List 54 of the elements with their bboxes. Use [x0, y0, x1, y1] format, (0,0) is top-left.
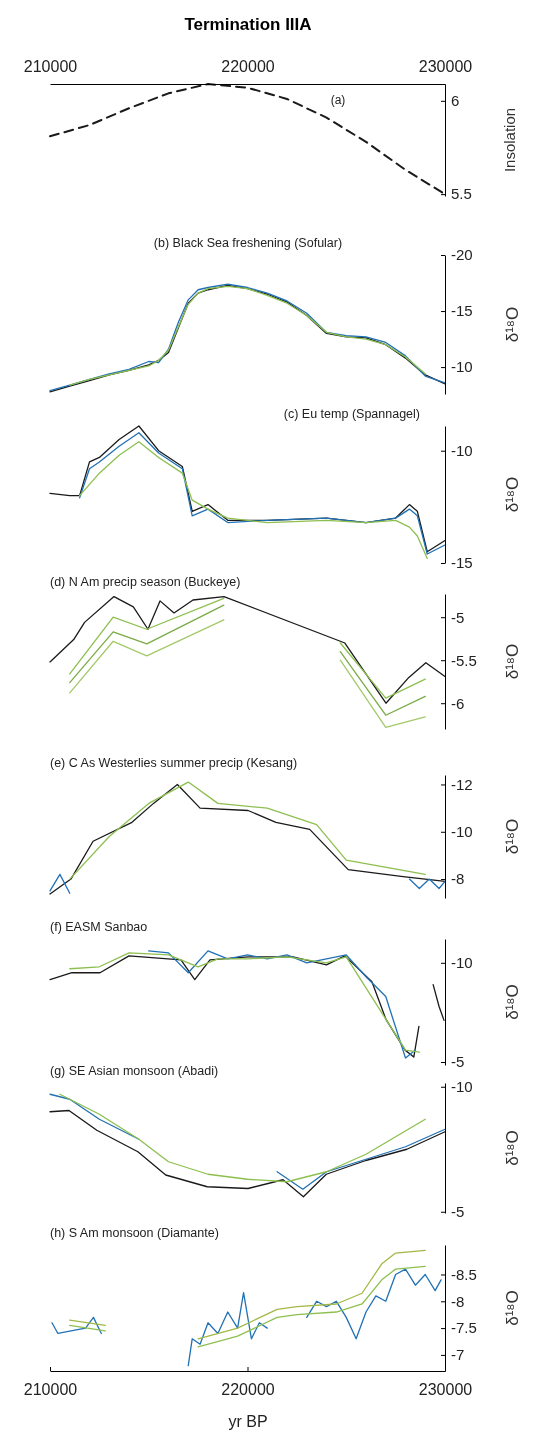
y-tick-label: -5 — [451, 1053, 465, 1071]
chart-title: (c) Eu temp (Spannagel) — [283, 407, 420, 421]
y-tick-label: -10 — [451, 823, 473, 841]
line-series — [49, 83, 446, 196]
y-tick-label: -8.5 — [451, 1265, 477, 1283]
y-axis-title: δ¹⁸O — [503, 818, 522, 855]
x-tick-label: 230000 — [418, 58, 473, 75]
x-tick-label: 230000 — [418, 1380, 473, 1398]
y-axis-title: δ¹⁸O — [503, 306, 522, 343]
x-tick-label: 220000 — [221, 58, 275, 75]
y-tick-label: 6 — [451, 92, 460, 110]
chart-title: Termination IIIA — [184, 15, 312, 34]
y-axis-title: δ¹⁸O — [503, 1130, 522, 1166]
y-axis-title: Insolation — [501, 107, 518, 173]
line-series — [148, 950, 417, 1059]
line-series — [49, 595, 446, 704]
y-tick-label: -20 — [451, 246, 473, 264]
chart-title: (d) N Am precip season (Buckeye) — [50, 575, 241, 589]
chart-title: (e) C As Westerlies summer precip (Kesang) — [50, 756, 298, 770]
y-axis-title: δ¹⁸O — [503, 643, 522, 680]
y-tick-label: -15 — [451, 302, 473, 320]
y-tick-label: -10 — [451, 358, 473, 376]
y-tick-label: -15 — [451, 554, 473, 572]
y-axis-title: δ¹⁸O — [503, 984, 522, 1020]
y-tick-label: -7.5 — [451, 1319, 477, 1337]
y-tick-label: -10 — [451, 954, 473, 972]
y-tick-label: -5.5 — [451, 651, 477, 669]
chart-title: (h) S Am monsoon (Diamante) — [50, 1226, 219, 1240]
y-tick-label: -10 — [451, 1078, 473, 1096]
chart-title: (g) SE Asian monsoon (Abadi) — [50, 1064, 219, 1078]
line-series — [69, 285, 426, 386]
y-tick-label: -5 — [451, 608, 465, 626]
line-series — [78, 441, 428, 560]
y-tick-label: -7 — [451, 1346, 465, 1364]
x-tick-label: 220000 — [221, 1380, 275, 1398]
y-tick-label: -10 — [451, 442, 473, 459]
line-series — [69, 952, 420, 1053]
line-series — [69, 781, 426, 880]
y-axis-title: δ¹⁸O — [503, 476, 522, 513]
y-axis-title: δ¹⁸O — [503, 1290, 522, 1326]
y-tick-label: -5 — [451, 1203, 465, 1221]
annotation: (a) — [330, 93, 346, 107]
y-tick-label: 5.5 — [451, 185, 472, 203]
chart-title: (b) Black Sea freshening (Sofular) — [153, 236, 343, 250]
x-tick-label: 210000 — [23, 58, 78, 75]
x-tick-label: 210000 — [23, 1380, 78, 1398]
y-tick-label: -8 — [451, 870, 465, 888]
x-axis-title: yr BP — [228, 1413, 268, 1430]
chart-title: (f) EASM Sanbao — [50, 920, 148, 934]
y-tick-label: -8 — [451, 1292, 465, 1310]
y-tick-label: -12 — [451, 775, 473, 793]
y-tick-label: -6 — [451, 694, 465, 712]
line-series — [49, 783, 446, 895]
line-series — [49, 1109, 446, 1198]
